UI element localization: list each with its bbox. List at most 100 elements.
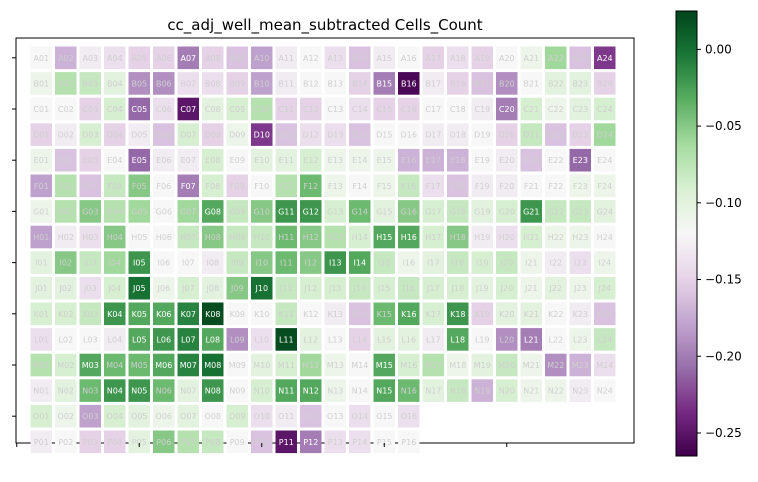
heatmap-cell	[128, 123, 150, 146]
well-label: G05	[131, 207, 147, 216]
heatmap-cell	[226, 302, 248, 326]
well-label: E10	[254, 156, 269, 165]
well-label: F10	[254, 182, 269, 191]
well-label: E16	[401, 156, 416, 165]
well-label: J18	[451, 284, 465, 293]
heatmap-cell	[349, 379, 371, 402]
heatmap-cell	[373, 353, 395, 377]
well-label: I14	[354, 259, 367, 268]
well-label: B09	[229, 79, 245, 88]
well-label: B13	[327, 79, 343, 88]
well-label: B04	[107, 79, 123, 88]
well-label: A03	[82, 54, 98, 63]
heatmap-cell	[569, 174, 591, 198]
well-label: E08	[205, 156, 220, 165]
well-label: K09	[230, 310, 245, 319]
well-label: N18	[450, 387, 466, 396]
heatmap-cell	[251, 72, 273, 95]
heatmap-cell	[422, 328, 444, 351]
heatmap-cell	[398, 276, 420, 300]
heatmap-cell	[275, 200, 297, 223]
well-label: K13	[328, 310, 343, 319]
heatmap-cell	[177, 72, 199, 95]
well-label: E15	[377, 156, 392, 165]
well-label: D03	[82, 131, 98, 140]
heatmap-cell	[569, 97, 591, 121]
colorbar-ticks: 0.00 −0.05 −0.10 −0.15 −0.20 −0.25	[697, 42, 742, 440]
well-label: I18	[452, 259, 465, 268]
heatmap-cell	[373, 200, 395, 223]
well-label: K18	[450, 310, 465, 319]
well-label: D13	[327, 131, 343, 140]
heatmap-cell	[300, 379, 322, 402]
heatmap-cell	[251, 276, 273, 300]
well-label: G06	[156, 207, 172, 216]
well-label: E12	[303, 156, 318, 165]
heatmap-cell	[520, 251, 542, 274]
well-label: J20	[500, 284, 514, 293]
heatmap-cell	[520, 276, 542, 300]
well-label: G10	[254, 207, 270, 216]
heatmap-cell	[300, 404, 322, 428]
heatmap-cell	[79, 379, 101, 402]
heatmap-cell	[594, 328, 616, 351]
well-label: G03	[82, 207, 98, 216]
heatmap-cell	[373, 430, 395, 454]
heatmap-cell	[275, 72, 297, 95]
heatmap-cell	[251, 174, 273, 198]
heatmap-cell	[471, 46, 493, 70]
well-label: N24	[597, 387, 613, 396]
heatmap-cell	[520, 46, 542, 70]
heatmap-cell	[226, 123, 248, 146]
well-label: C13	[327, 105, 343, 114]
heatmap-cell	[226, 353, 248, 377]
heatmap-cell	[569, 123, 591, 146]
heatmap-cell	[275, 328, 297, 351]
heatmap-cell	[422, 302, 444, 326]
well-label: C22	[548, 105, 564, 114]
well-label: J06	[157, 284, 171, 293]
well-label: P02	[58, 438, 73, 447]
well-label: I03	[84, 259, 97, 268]
well-label: F09	[230, 182, 245, 191]
heatmap-cell	[177, 123, 199, 146]
heatmap-cell	[545, 97, 567, 121]
heatmap-cell	[349, 174, 371, 198]
heatmap-cell	[275, 379, 297, 402]
heatmap-cell	[153, 430, 175, 454]
heatmap-cell	[300, 328, 322, 351]
well-label: N07	[180, 387, 196, 396]
well-label: G22	[548, 207, 564, 216]
heatmap-cell	[226, 46, 248, 70]
well-label: K14	[352, 310, 367, 319]
well-label: K03	[83, 310, 98, 319]
heatmap-cell	[545, 302, 567, 326]
well-label: L15	[377, 335, 392, 344]
well-label: N09	[229, 387, 245, 396]
heatmap-cell	[496, 353, 518, 377]
heatmap-cell	[324, 200, 346, 223]
heatmap-cell	[447, 200, 469, 223]
well-label: P03	[83, 438, 98, 447]
heatmap-cell	[349, 148, 371, 172]
heatmap-cell	[471, 328, 493, 351]
well-label: F15	[377, 182, 392, 191]
heatmap-cell	[55, 276, 77, 300]
heatmap-cell	[177, 200, 199, 223]
well-label: J02	[59, 284, 73, 293]
heatmap-cell	[447, 97, 469, 121]
well-label: H14	[352, 233, 368, 242]
heatmap-cell	[300, 123, 322, 146]
well-label: J21	[524, 284, 538, 293]
heatmap-cell	[422, 72, 444, 95]
heatmap-cell	[275, 225, 297, 249]
well-label: L10	[254, 335, 269, 344]
well-label: M15	[376, 361, 393, 370]
heatmap-cell	[520, 72, 542, 95]
well-label: C11	[278, 105, 294, 114]
heatmap-cell	[55, 200, 77, 223]
heatmap-cell	[128, 276, 150, 300]
well-label: C04	[107, 105, 123, 114]
well-label: N16	[401, 387, 417, 396]
well-label: A21	[523, 54, 539, 63]
